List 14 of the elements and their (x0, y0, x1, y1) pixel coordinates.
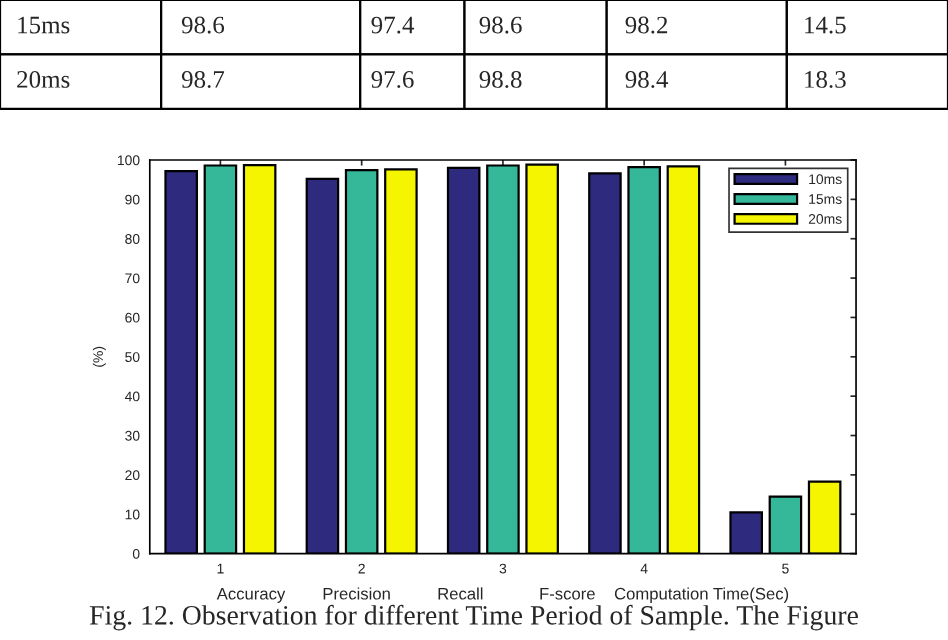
data-label: 98.7 (181, 70, 225, 88)
data-label: 97.4 (371, 16, 415, 34)
data-label: 98.2 (625, 16, 668, 34)
caption: Fig. 12. Observation for different Time Period of Sample. The Figure (89, 604, 858, 631)
text: 15ms (18, 16, 70, 34)
x-axis-title: Accuracy Precision Recall F-score Computation Time(Sec) (216, 587, 789, 603)
data-label: 98.6 (181, 16, 225, 34)
data-label: 98.4 (625, 70, 669, 88)
text: 20ms (17, 70, 70, 88)
data-label: 97.6 (371, 71, 414, 88)
data-label: 14.5 (805, 16, 846, 34)
data-label: 98.8 (479, 70, 522, 88)
data-label: 18.3 (805, 70, 846, 88)
data-label: 98.6 (479, 16, 522, 34)
